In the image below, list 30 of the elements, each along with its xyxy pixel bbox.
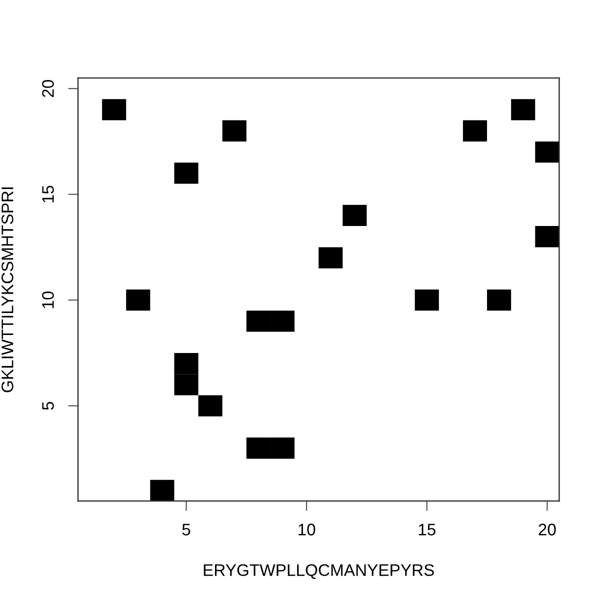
point (150, 480, 174, 501)
point (535, 141, 560, 163)
y-tick-label: 15 (42, 186, 54, 202)
point (318, 247, 343, 268)
point (126, 290, 150, 311)
point (246, 310, 270, 332)
x-tick-label: 15 (418, 524, 436, 536)
x-tick-label: 10 (298, 524, 316, 536)
point (270, 310, 295, 332)
point (174, 162, 198, 184)
x-tick-label: 5 (182, 524, 190, 536)
point (342, 204, 367, 226)
point (511, 99, 536, 120)
point (462, 120, 488, 142)
point (198, 395, 222, 416)
point (270, 438, 295, 459)
y-axis-title: GKLIWTTILYKCSMHTSPRI (2, 187, 14, 392)
point (174, 374, 198, 396)
point (414, 290, 439, 311)
point (246, 438, 270, 459)
point (174, 352, 198, 374)
y-tick-label: 5 (42, 402, 54, 410)
point (487, 290, 512, 311)
x-axis-title: ERYGTWPLLQCMANYEPYRS (204, 564, 434, 579)
point (102, 99, 126, 120)
point (535, 226, 560, 248)
point (222, 120, 246, 142)
y-tick-label: 20 (42, 80, 54, 98)
x-tick-label: 20 (538, 524, 556, 536)
y-tick-label: 10 (42, 291, 54, 308)
